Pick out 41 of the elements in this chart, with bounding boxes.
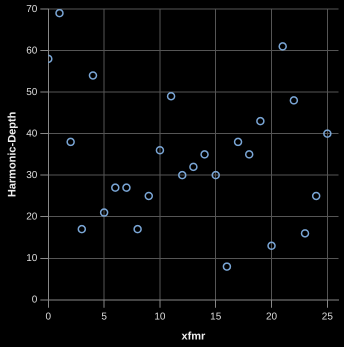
point (156, 146, 164, 154)
point (189, 162, 198, 172)
point (267, 242, 276, 250)
y-axis-title: Harmonic-Depth (6, 111, 19, 198)
x-tick-label: 0 (46, 312, 52, 323)
x-tick-label: 25 (322, 312, 334, 323)
point (166, 92, 176, 100)
point (323, 129, 332, 138)
point (256, 116, 265, 126)
point (122, 183, 131, 192)
y-tick-label: 50 (26, 86, 38, 98)
x-axis-title: xfmr (181, 330, 206, 342)
point (290, 96, 298, 105)
y-tick-label: 20 (26, 211, 38, 222)
point (278, 42, 287, 51)
point (234, 138, 242, 146)
y-tick-label: 10 (26, 253, 38, 264)
x-tick-label: 5 (101, 312, 108, 323)
point (144, 192, 154, 200)
point (211, 170, 220, 180)
y-tick-label: 30 (26, 170, 38, 181)
x-tick-label: 20 (266, 312, 278, 323)
y-tick-label: 0 (32, 294, 38, 306)
x-tick-label: 10 (154, 312, 166, 323)
point (133, 224, 142, 234)
point (88, 71, 98, 80)
point (200, 150, 209, 159)
point (66, 138, 75, 146)
point (244, 150, 254, 159)
point (78, 224, 86, 234)
x-tick-label: 15 (210, 312, 222, 323)
point (100, 208, 108, 217)
y-tick-label: 60 (26, 45, 38, 56)
y-tick-label: 40 (26, 128, 38, 140)
point (300, 229, 310, 238)
point (312, 192, 320, 200)
y-tick-label: 70 (26, 4, 38, 15)
point (178, 170, 186, 180)
point (222, 262, 232, 271)
point (111, 183, 120, 192)
point (55, 9, 64, 18)
